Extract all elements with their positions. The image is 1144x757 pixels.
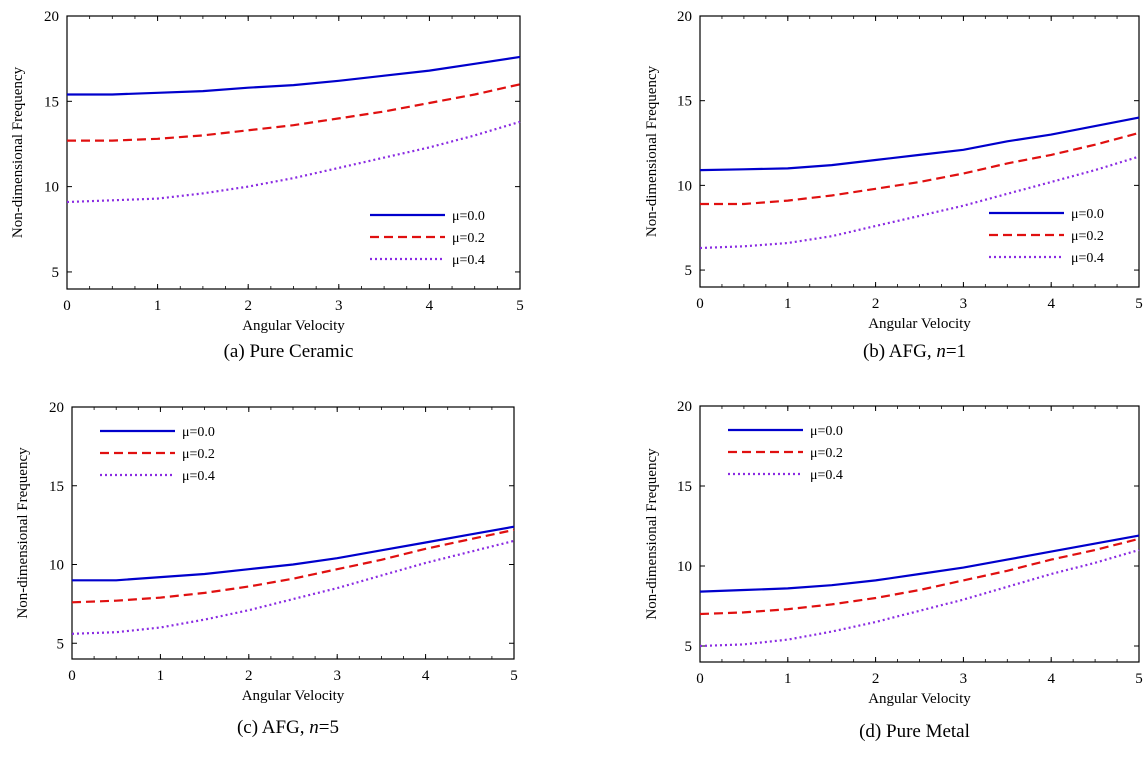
x-axis-title: Angular Velocity xyxy=(242,318,345,334)
y-tick-label: 10 xyxy=(44,180,59,196)
x-tick-label: 5 xyxy=(510,668,518,684)
caption-suffix: =5 xyxy=(319,717,339,738)
x-tick-label: 1 xyxy=(157,668,165,684)
legend-label-2: μ=0.4 xyxy=(452,253,485,268)
caption-variable: n xyxy=(309,717,319,738)
plot-frame xyxy=(66,15,521,290)
x-tick-label: 3 xyxy=(960,671,968,687)
series-line-2 xyxy=(71,539,515,635)
y-tick-label: 15 xyxy=(44,94,59,110)
legend-label-1: μ=0.2 xyxy=(182,447,215,462)
panel-d: 0 1 2 3 4 5 5 10 15 20 μ=0.0 μ=0.2 μ=0.4 Angular Velo… xyxy=(644,399,1143,742)
panel-caption: (a) Pure Ceramic xyxy=(224,341,354,362)
caption-suffix: =1 xyxy=(946,341,966,362)
y-tick-label: 15 xyxy=(677,94,692,110)
x-axis-title: Angular Velocity xyxy=(868,691,971,707)
panel-caption: (b) AFG, n=1 xyxy=(863,341,966,362)
panel-caption: (d) Pure Metal xyxy=(859,721,970,742)
y-tick-label: 10 xyxy=(677,559,692,575)
x-tick-label: 1 xyxy=(784,671,792,687)
legend-label-1: μ=0.2 xyxy=(452,231,485,246)
x-tick-label: 0 xyxy=(68,668,76,684)
legend-label-2: μ=0.4 xyxy=(182,469,215,484)
y-tick-label: 10 xyxy=(677,178,692,194)
legend-label-2: μ=0.4 xyxy=(810,468,843,483)
series-line-0 xyxy=(699,116,1140,172)
x-tick-label: 1 xyxy=(154,298,162,314)
series-line-1 xyxy=(67,83,521,142)
plot-frame xyxy=(699,405,1140,663)
series-line-0 xyxy=(699,534,1140,593)
series-line-1 xyxy=(700,131,1140,206)
legend-label-1: μ=0.2 xyxy=(1071,229,1104,244)
x-tick-label: 2 xyxy=(244,298,252,314)
y-tick-label: 5 xyxy=(52,265,60,281)
x-tick-label: 0 xyxy=(63,298,71,314)
y-axis-title: Non-dimensional Frequency xyxy=(644,448,660,620)
y-tick-label: 15 xyxy=(49,479,64,495)
y-axis-title: Non-dimensional Frequency xyxy=(644,65,660,237)
legend-label-0: μ=0.0 xyxy=(810,424,843,439)
plot-frame xyxy=(71,406,515,660)
caption-prefix: (c) AFG, xyxy=(237,717,309,738)
x-tick-label: 4 xyxy=(1047,671,1055,687)
series-line-0 xyxy=(67,55,521,96)
legend-label-2: μ=0.4 xyxy=(1071,251,1104,266)
x-axis-title: Angular Velocity xyxy=(242,688,345,704)
x-tick-label: 1 xyxy=(784,296,792,312)
x-tick-label: 4 xyxy=(426,298,434,314)
x-tick-label: 5 xyxy=(1135,296,1143,312)
x-tick-label: 0 xyxy=(696,671,704,687)
y-axis-title: Non-dimensional Frequency xyxy=(10,66,26,238)
y-tick-label: 20 xyxy=(677,399,692,415)
y-tick-label: 15 xyxy=(677,479,692,495)
series-line-2 xyxy=(699,548,1140,648)
series-line-1 xyxy=(699,537,1140,616)
x-tick-label: 2 xyxy=(245,668,253,684)
x-tick-label: 3 xyxy=(333,668,341,684)
panel-b: 0 1 2 3 4 5 5 10 15 20 μ=0.0 μ=0.2 μ=0.4 Angular Velo… xyxy=(644,9,1143,362)
y-tick-label: 5 xyxy=(685,639,693,655)
legend-label-0: μ=0.0 xyxy=(1071,207,1104,222)
x-tick-label: 3 xyxy=(960,296,968,312)
y-tick-label: 5 xyxy=(685,263,693,279)
legend-label-0: μ=0.0 xyxy=(182,425,215,440)
panel-c: 0 1 2 3 4 5 5 10 15 20 μ=0.0 μ=0.2 μ=0.4 Angular Velo… xyxy=(15,400,518,738)
plot-frame xyxy=(699,15,1140,288)
y-axis-title: Non-dimensional Frequency xyxy=(15,447,31,619)
panel-caption: (c) AFG, n=5 xyxy=(237,717,339,738)
x-tick-label: 2 xyxy=(872,296,880,312)
panel-a: 0 1 2 3 4 5 5 10 15 20 μ=0.0 μ=0.2 μ=0.4 Angular Velo… xyxy=(10,9,524,362)
y-tick-label: 20 xyxy=(44,9,59,25)
series-line-2 xyxy=(66,120,521,204)
y-tick-label: 5 xyxy=(57,636,65,652)
x-tick-label: 0 xyxy=(696,296,704,312)
caption-variable: n xyxy=(936,341,946,362)
legend-label-1: μ=0.2 xyxy=(810,446,843,461)
caption-prefix: (b) AFG, xyxy=(863,341,936,362)
x-tick-label: 5 xyxy=(1135,671,1143,687)
x-tick-label: 5 xyxy=(516,298,524,314)
x-tick-label: 4 xyxy=(1047,296,1055,312)
x-tick-label: 3 xyxy=(335,298,343,314)
x-axis-title: Angular Velocity xyxy=(868,316,971,332)
y-tick-label: 20 xyxy=(49,400,64,416)
legend-label-0: μ=0.0 xyxy=(452,209,485,224)
y-tick-label: 10 xyxy=(49,558,64,574)
series-line-0 xyxy=(72,525,515,582)
y-tick-label: 20 xyxy=(677,9,692,25)
series-line-1 xyxy=(71,528,515,604)
x-tick-label: 4 xyxy=(422,668,430,684)
x-tick-label: 2 xyxy=(872,671,880,687)
